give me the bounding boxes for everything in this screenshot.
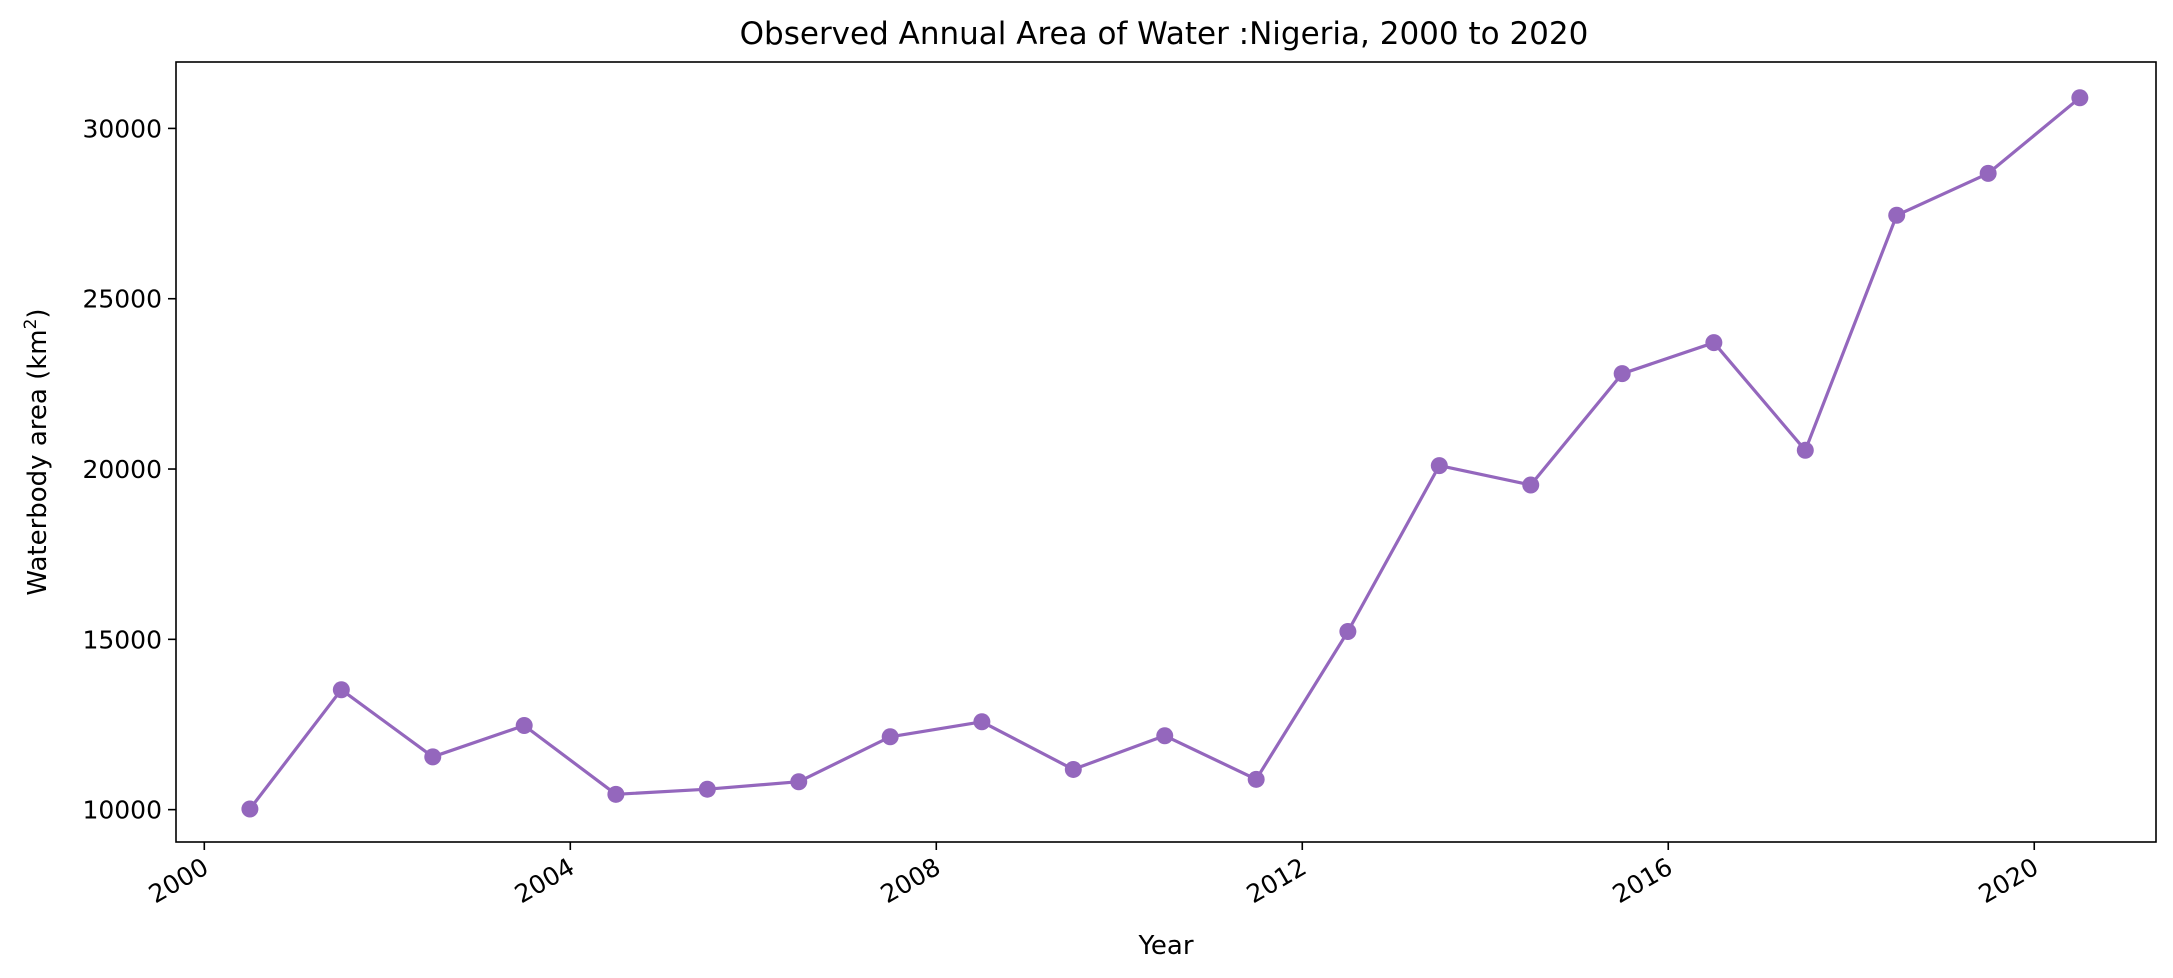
data-point [1979,164,1997,182]
y-tick-label: 25000 [82,285,162,314]
data-point [2071,89,2089,107]
y-axis-label: Waterbody area (km2) [21,308,53,595]
data-point [332,681,350,699]
x-tick-label: 2016 [1608,852,1678,909]
y-tick-label: 30000 [82,114,162,143]
y-axis-label-sup: 2 [21,319,41,330]
data-point [1339,623,1357,641]
x-tick-label: 2012 [1242,852,1312,909]
plot-area [175,61,2157,843]
data-point [1796,441,1814,459]
plot-frame [175,61,2157,843]
series-layer [241,89,2089,818]
y-axis: 10000 15000 20000 25000 30000 [82,114,176,825]
data-point [973,713,991,731]
data-point [1064,760,1082,778]
data-point [424,748,442,766]
data-point [1522,476,1540,494]
y-tick-label: 10000 [82,796,162,825]
y-tick-label: 15000 [82,625,162,654]
x-tick-label: 2000 [144,852,214,909]
data-point [1705,334,1723,352]
x-axis-label: Year [1137,931,1193,961]
y-tick-label: 20000 [82,455,162,484]
data-point [1156,727,1174,745]
data-point [1888,206,1906,224]
x-tick-label: 2004 [510,852,580,909]
data-point [790,773,808,791]
x-axis: 2000 2004 2008 2012 2016 2020 [144,842,2044,909]
x-tick-label: 2008 [876,852,946,909]
data-point [1613,365,1631,383]
data-point [698,780,716,798]
x-tick-label: 2020 [1974,852,2044,909]
data-point [1430,457,1448,475]
y-axis-label-main: Waterbody area (km [23,329,53,595]
data-point [241,800,259,818]
data-point [881,728,899,746]
data-point [1247,770,1265,788]
data-point [607,785,625,803]
data-point [515,717,533,735]
y-axis-label-end: ) [23,308,53,318]
chart-title: Observed Annual Area of Water :Nigeria, … [740,16,1589,52]
